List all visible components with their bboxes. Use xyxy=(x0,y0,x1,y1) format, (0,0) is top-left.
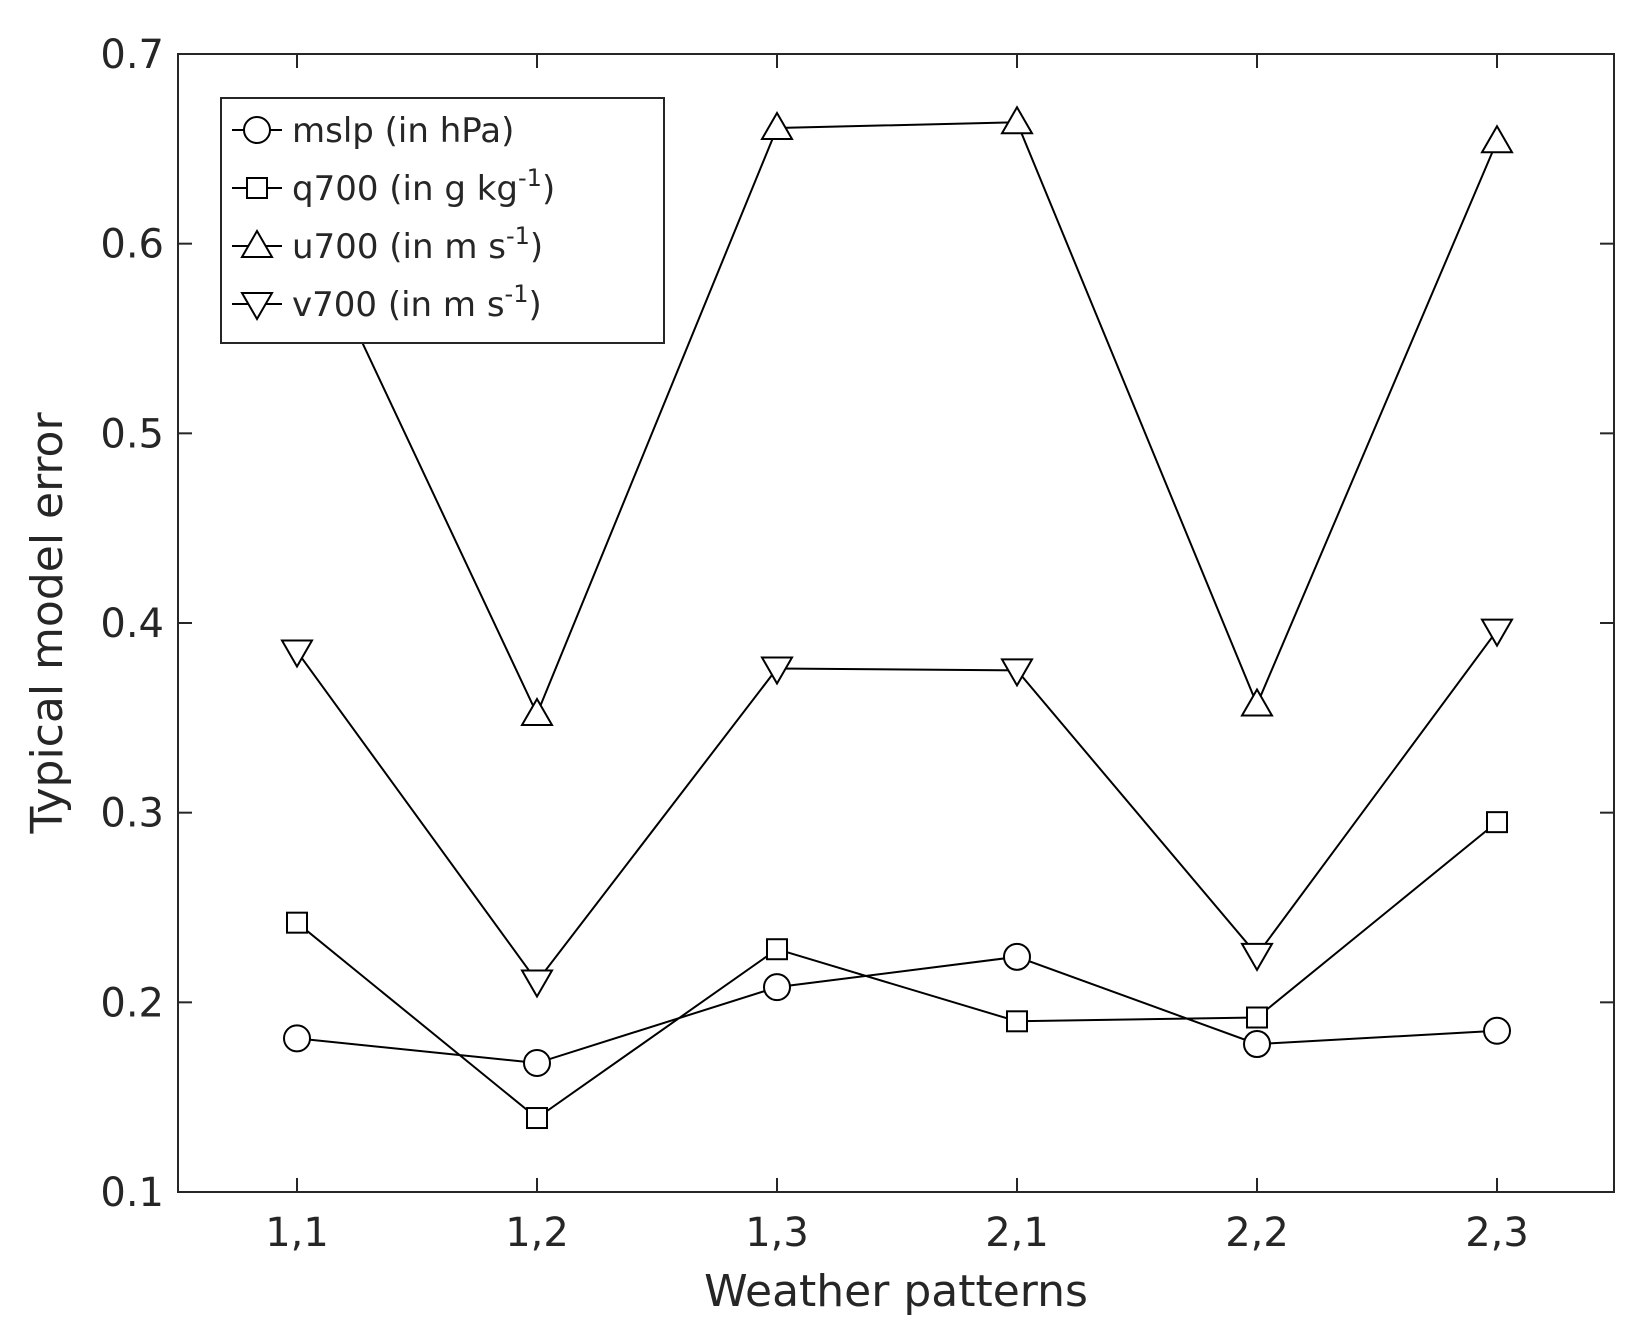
data-point-mslp xyxy=(1003,942,1031,971)
y-tick-label: 0.4 xyxy=(100,601,164,647)
x-tick-label: 1,1 xyxy=(265,1210,329,1256)
y-tick-label: 0.1 xyxy=(100,1170,164,1216)
legend-item-q700: q700 (in g kg-1) xyxy=(232,164,555,209)
data-point-q700 xyxy=(766,938,788,961)
legend-label: mslp (in hPa) xyxy=(292,111,514,151)
legend-marker-mslp xyxy=(243,116,271,144)
data-point-mslp xyxy=(283,1024,311,1053)
data-point-mslp xyxy=(763,973,791,1002)
series-v700 xyxy=(280,618,1514,999)
data-point-u700 xyxy=(1480,124,1514,154)
legend-marker-u700 xyxy=(240,228,274,258)
y-tick-label: 0.5 xyxy=(100,411,164,457)
data-point-v700 xyxy=(760,656,794,686)
legend-marker-q700 xyxy=(246,177,268,199)
legend-item-v700: v700 (in m s-1) xyxy=(232,280,542,325)
axis-ticks xyxy=(178,53,1614,1193)
y-tick-label: 0.2 xyxy=(100,980,164,1026)
data-point-v700 xyxy=(1480,618,1514,648)
x-tick-label: 2,2 xyxy=(1225,1210,1289,1256)
data-point-q700 xyxy=(526,1107,548,1130)
data-point-v700 xyxy=(520,969,554,999)
series-line-q700 xyxy=(296,821,1498,1120)
series-mslp xyxy=(283,942,1511,1078)
data-point-mslp xyxy=(1483,1016,1511,1045)
data-point-v700 xyxy=(280,639,314,669)
data-point-v700 xyxy=(1240,942,1274,972)
data-point-u700 xyxy=(520,697,554,727)
series-u700 xyxy=(280,105,1514,727)
legend-item-u700: u700 (in m s-1) xyxy=(232,222,543,267)
data-point-u700 xyxy=(1000,105,1034,135)
legend-box xyxy=(220,97,665,344)
legend: mslp (in hPa) q700 (in g kg-1) u700 (in m … xyxy=(220,97,665,344)
series-line-v700 xyxy=(296,629,1498,984)
series-q700 xyxy=(286,811,1508,1130)
y-tick-label: 0.7 xyxy=(100,32,164,78)
data-point-v700 xyxy=(1000,658,1034,688)
legend-item-mslp: mslp (in hPa) xyxy=(232,111,514,151)
data-point-u700 xyxy=(1240,687,1274,717)
y-tick-label: 0.3 xyxy=(100,791,164,837)
x-axis-title: Weather patterns xyxy=(704,1266,1088,1317)
legend-label: v700 (in m s-1) xyxy=(292,280,542,325)
data-point-q700 xyxy=(1006,1010,1028,1033)
x-tick-label: 1,2 xyxy=(505,1210,569,1256)
data-point-q700 xyxy=(1486,811,1508,834)
data-point-q700 xyxy=(286,911,308,934)
series-line-u700 xyxy=(296,121,1498,717)
x-tick-label: 2,3 xyxy=(1465,1210,1529,1256)
data-point-u700 xyxy=(760,110,794,140)
data-point-q700 xyxy=(1246,1006,1268,1029)
legend-label: u700 (in m s-1) xyxy=(292,222,543,267)
series-line-mslp xyxy=(296,955,1498,1065)
y-axis-title: Typical model error xyxy=(22,412,73,835)
series-layer xyxy=(280,105,1514,1130)
x-tick-label: 1,3 xyxy=(745,1210,809,1256)
x-tick-label: 2,1 xyxy=(985,1210,1049,1256)
y-tick-label: 0.6 xyxy=(100,222,164,268)
legend-marker-v700 xyxy=(240,292,274,322)
data-point-mslp xyxy=(1243,1030,1271,1059)
data-point-mslp xyxy=(523,1049,551,1078)
legend-label: q700 (in g kg-1) xyxy=(292,164,555,209)
